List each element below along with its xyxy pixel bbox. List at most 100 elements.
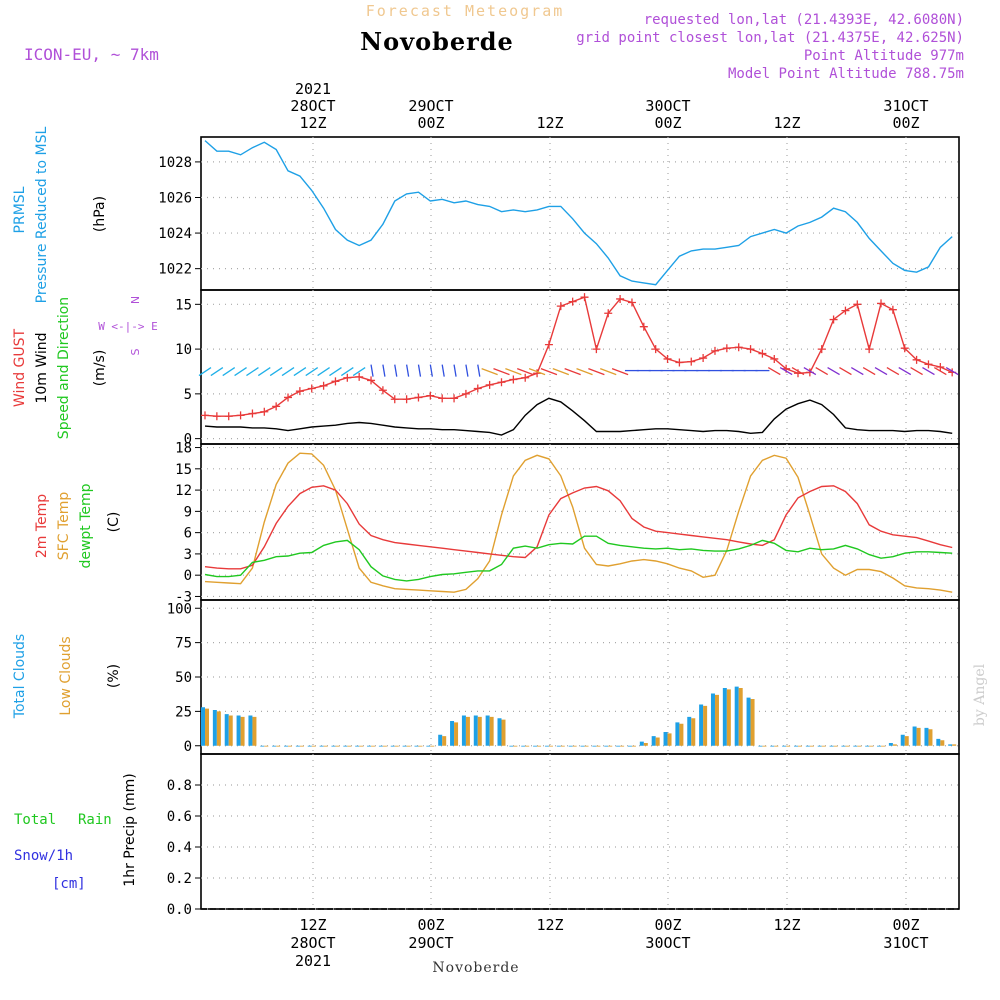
gust-marker xyxy=(829,315,838,324)
cloud-low-bar xyxy=(347,745,352,747)
wind-direction-arrow xyxy=(493,367,510,376)
wind-direction-arrow xyxy=(803,367,817,376)
cloud-total-bar xyxy=(580,745,585,747)
y-tick-label: 12 xyxy=(175,483,192,499)
cloud-low-bar xyxy=(869,745,874,747)
wind-direction-arrow xyxy=(600,367,617,376)
precip-mm-label: 1hr Precip (mm) xyxy=(122,773,138,886)
cloud-low-bar xyxy=(667,733,672,746)
gust-marker xyxy=(936,363,945,371)
gust-marker xyxy=(414,393,423,402)
cloud-total-bar xyxy=(284,745,289,747)
gust-marker xyxy=(284,393,293,402)
wind-direction-arrow xyxy=(791,367,805,376)
gust-marker xyxy=(900,344,909,353)
y-tick-label: 50 xyxy=(175,670,192,686)
wind-direction-arrow xyxy=(552,367,570,376)
cloud-low-bar xyxy=(359,745,364,747)
cloud-low-bar xyxy=(513,745,518,747)
cloud-total-bar xyxy=(675,722,680,746)
sfc-temp-line xyxy=(204,452,953,593)
wind-direction-arrow xyxy=(611,367,629,376)
y-tick-label: 1026 xyxy=(158,190,192,206)
panel-frame-temperature xyxy=(200,443,960,601)
model-label: ICON-EU, ~ 7km xyxy=(24,45,159,64)
cloud-low-bar xyxy=(655,737,660,746)
y-tick-label: 10 xyxy=(175,342,192,358)
wind-direction-arrow xyxy=(429,364,433,377)
cloud-low-bar xyxy=(833,745,838,747)
cloud-low-bar xyxy=(809,745,814,747)
gust-marker xyxy=(343,373,352,382)
y-tick-label: 0 xyxy=(184,568,192,584)
wind-direction-arrow xyxy=(540,367,558,376)
wind-direction-arrow xyxy=(874,367,888,376)
gust-marker xyxy=(307,384,316,393)
cloud-total-bar xyxy=(236,715,241,746)
wind-direction-arrow xyxy=(370,364,374,377)
wind-direction-arrow xyxy=(576,367,593,376)
wind-direction-arrow xyxy=(945,367,959,376)
bottom-time-label: 30OCT xyxy=(645,934,690,952)
cloud-total-bar xyxy=(710,693,715,746)
gust-marker xyxy=(450,394,459,403)
gust-marker xyxy=(378,386,387,395)
y-tick-label: 0 xyxy=(184,739,192,755)
cloud-low-bar xyxy=(489,716,494,746)
gust-marker xyxy=(710,346,719,355)
closest-coords: grid point closest lon,lat (21.4375E, 42… xyxy=(576,30,964,46)
gust-marker xyxy=(272,402,281,411)
cloud-low-bar xyxy=(335,745,340,747)
cloud-low-bar xyxy=(726,689,731,746)
cloud-low-bar xyxy=(750,699,755,746)
gust-marker xyxy=(722,344,731,353)
y-tick-label: 5 xyxy=(184,387,192,403)
cloud-total-bar xyxy=(521,745,526,747)
precip-labels: Total Rain Snow/1h [cm] 1hr Precip (mm) xyxy=(14,773,138,892)
cloud-total-bar xyxy=(841,745,846,747)
cloud-total-bar xyxy=(616,745,621,747)
top-time-label: 12Z xyxy=(773,114,800,132)
cloud-total-bar xyxy=(272,745,277,747)
cloud-total-bar xyxy=(544,745,549,747)
wind-direction-arrow xyxy=(564,367,581,376)
wind-direction-arrow xyxy=(516,367,534,376)
y-tick-label: -3 xyxy=(175,589,192,605)
top-time-label: 29OCT xyxy=(408,97,453,115)
gust-marker xyxy=(473,384,482,393)
wind-direction-arrow xyxy=(257,367,271,377)
low-clouds-label: Low Clouds xyxy=(58,636,74,715)
gust-marker xyxy=(912,355,921,364)
cloud-low-bar xyxy=(430,745,435,747)
wind-direction-arrow xyxy=(862,367,876,376)
cloud-total-bar xyxy=(865,745,870,747)
bottom-time-label: 2021 xyxy=(295,952,331,970)
top-time-label: 00Z xyxy=(417,114,444,132)
compass-n: N xyxy=(129,296,142,304)
y-tick-label: 0.8 xyxy=(167,778,192,794)
wind-direction-arrow xyxy=(329,367,342,377)
top-time-label: 12Z xyxy=(299,114,326,132)
cloud-low-bar xyxy=(299,745,304,747)
cloud-low-bar xyxy=(608,745,613,747)
cloud-total-bar xyxy=(888,743,893,746)
cloud-low-bar xyxy=(560,745,565,747)
percent-label: (%) xyxy=(106,664,122,688)
cloud-low-bar xyxy=(631,745,636,747)
cloud-low-bar xyxy=(501,719,506,746)
requested-coords: requested lon,lat (21.4393E, 42.6080N) xyxy=(644,12,964,28)
cloud-low-bar xyxy=(691,718,696,746)
cloud-total-bar xyxy=(450,721,455,746)
gust-marker xyxy=(319,381,328,390)
cloud-low-bar xyxy=(845,745,850,747)
gust-marker xyxy=(639,322,648,331)
gust-marker xyxy=(248,409,257,418)
panel-frame-pressure xyxy=(200,136,960,291)
wind-direction-arrow xyxy=(922,367,935,376)
gust-marker xyxy=(663,354,672,363)
gust-marker xyxy=(592,345,601,354)
model-altitude: Model Point Altitude 788.75m xyxy=(728,66,964,82)
wind-direction-arrow xyxy=(405,364,410,377)
chart-title: Novoberde xyxy=(360,27,514,56)
